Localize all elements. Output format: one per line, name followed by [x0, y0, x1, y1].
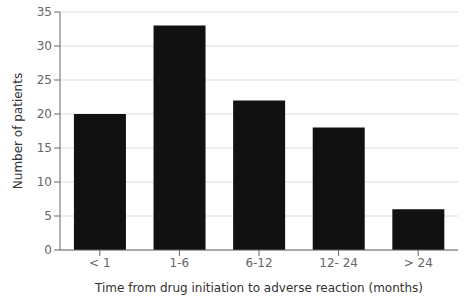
svg-text:5: 5 [44, 209, 52, 223]
svg-text:12- 24: 12- 24 [319, 256, 358, 270]
svg-text:Number of patients: Number of patients [11, 73, 25, 189]
svg-text:6-12: 6-12 [245, 256, 272, 270]
svg-text:15: 15 [37, 141, 52, 155]
svg-text:35: 35 [37, 5, 52, 19]
svg-text:1-6: 1-6 [170, 256, 190, 270]
svg-text:10: 10 [37, 175, 52, 189]
svg-text:Time from drug initiation to a: Time from drug initiation to adverse rea… [94, 281, 423, 295]
svg-text:30: 30 [37, 39, 52, 53]
svg-text:> 24: > 24 [404, 256, 433, 270]
svg-text:0: 0 [44, 243, 52, 257]
svg-text:< 1: < 1 [89, 256, 111, 270]
svg-text:25: 25 [37, 73, 52, 87]
svg-text:20: 20 [37, 107, 52, 121]
